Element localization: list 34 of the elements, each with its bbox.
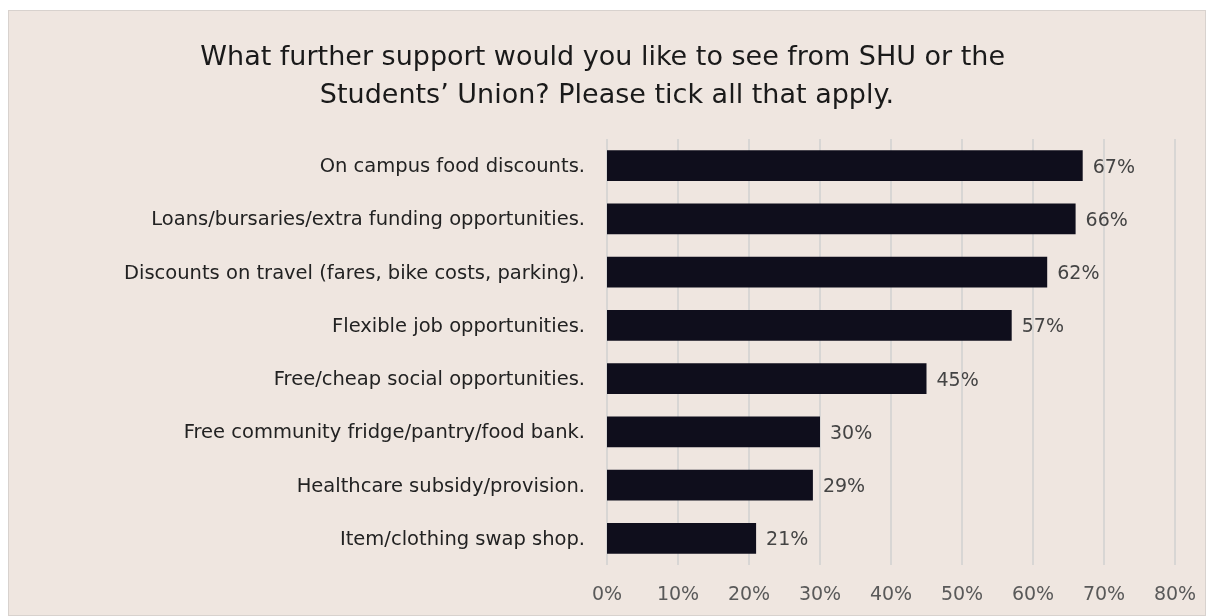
data-label: 66% [1085,207,1128,230]
y-tick-label: Flexible job opportunities. [332,313,585,337]
data-label: 30% [830,420,873,443]
data-label: 45% [936,367,979,390]
bar [607,256,1048,288]
data-label: 57% [1021,314,1064,337]
data-label: 29% [822,474,866,497]
x-tick-label: 70% [1082,581,1126,604]
x-tick-label: 30% [798,581,842,604]
data-label: 21% [766,527,809,550]
x-tick-label: 60% [1011,581,1055,604]
data-label: 62% [1057,261,1100,284]
x-tick-label: 0% [591,581,623,604]
bar [607,522,757,554]
chart-title: What further support would you like to see from SHU or the Students’ Union? Please tick all that apply. [200,39,1014,109]
data-label: 67% [1092,154,1135,177]
y-tick-label: Discounts on travel (fares, bike costs, parking). [124,260,585,284]
bar [607,416,820,448]
x-tick-label: 50% [940,581,984,604]
x-tick-label: 10% [656,581,700,604]
x-tick-label: 80% [1153,581,1197,604]
bar [607,150,1083,182]
y-tick-label: Item/clothing swap shop. [339,526,585,550]
x-tick-label: 40% [869,581,913,604]
y-tick-label: Healthcare subsidy/provision. [296,473,585,497]
bar [607,469,813,501]
bar [607,203,1076,235]
bar [607,309,1012,341]
y-tick-label: On campus food discounts. [319,154,585,178]
x-tick-label: 20% [727,581,771,604]
y-tick-label: Free community fridge/pantry/food bank. [183,420,585,444]
y-tick-label: Loans/bursaries/extra funding opportunities. [151,207,585,231]
y-tick-label: Free/cheap social opportunities. [273,367,585,391]
bar [607,363,927,395]
